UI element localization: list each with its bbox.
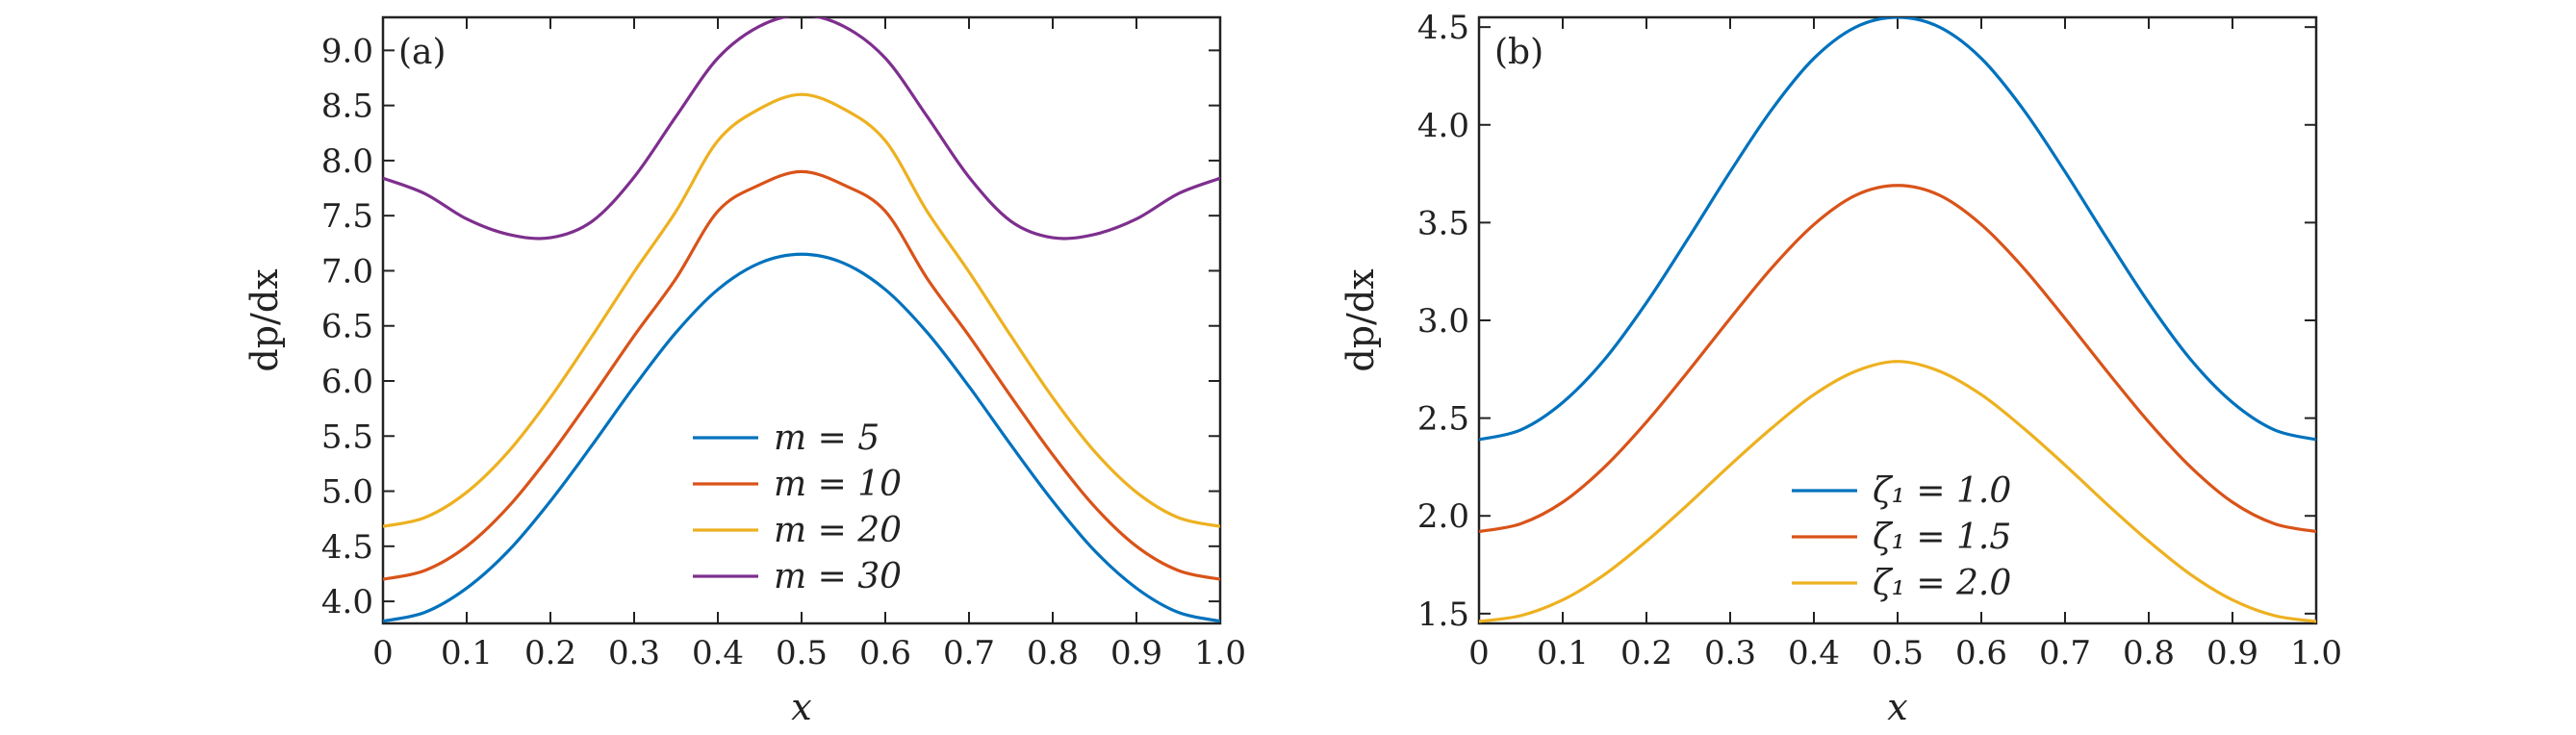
- y-tick-label: 6.0: [321, 363, 373, 401]
- panel-label: (b): [1494, 33, 1543, 72]
- x-tick-label: 0.4: [692, 634, 744, 672]
- x-tick-label: 1.0: [1194, 634, 1246, 672]
- x-tick-label: 0.7: [2039, 634, 2091, 672]
- legend-label-0: m = 5: [774, 418, 880, 458]
- y-tick-label: 2.5: [1417, 400, 1469, 439]
- x-tick-label: 0.1: [441, 634, 493, 672]
- x-tick-label: 0.2: [1620, 634, 1672, 672]
- x-tick-label: 0.2: [524, 634, 576, 672]
- series-line-1: [383, 169, 1220, 581]
- x-tick-label: 0.9: [1110, 634, 1162, 672]
- x-tick-label: 0.5: [1872, 634, 1924, 672]
- x-tick-label: 0.6: [1955, 634, 2007, 672]
- y-tick-label: 5.5: [321, 418, 373, 456]
- y-axis-title: dp/dx: [1339, 268, 1382, 371]
- y-tick-label: 4.0: [1417, 107, 1469, 145]
- legend-label-2: ζ₁ = 2.0: [1873, 564, 2011, 603]
- y-tick-label: 2.0: [1417, 497, 1469, 536]
- series-line-3: [383, 17, 1220, 241]
- series-line-2: [1479, 360, 2316, 623]
- x-tick-label: 0.3: [1704, 634, 1756, 672]
- x-tick-label: 0.7: [943, 634, 995, 672]
- legend-label-1: ζ₁ = 1.5: [1873, 518, 2011, 557]
- y-axis-title: dp/dx: [243, 268, 286, 371]
- legend-label-1: m = 10: [774, 465, 902, 504]
- y-tick-label: 8.5: [321, 88, 373, 126]
- x-tick-label: 0.4: [1788, 634, 1840, 672]
- x-tick-label: 0: [1468, 634, 1490, 672]
- panel-label: (a): [398, 33, 446, 72]
- x-tick-label: 0.5: [776, 634, 828, 672]
- y-tick-label: 4.5: [1417, 9, 1469, 47]
- y-tick-label: 5.0: [321, 473, 373, 512]
- y-tick-label: 4.0: [321, 583, 373, 621]
- y-tick-label: 6.5: [321, 308, 373, 346]
- legend: ζ₁ = 1.0 ζ₁ = 1.5 ζ₁ = 2.0: [1792, 471, 2011, 603]
- panel-b: 0 0.1 0.2 0.3 0.4 0.5 0.6 0.7 0.8 0.9 1.0 1.5 2.0 2.5…: [1339, 9, 2342, 728]
- y-tick-label: 3.0: [1417, 302, 1469, 341]
- series-line-1: [1479, 184, 2316, 534]
- y-tick-label: 7.5: [321, 197, 373, 236]
- x-tick-label: 0.8: [2123, 634, 2175, 672]
- x-axis-title: x: [1887, 686, 1907, 728]
- x-tick-label: 0: [372, 634, 394, 672]
- series-line-0: [383, 252, 1220, 623]
- y-tick-label: 7.0: [321, 252, 373, 291]
- y-tick-label: 9.0: [321, 32, 373, 70]
- legend: m = 5 m = 10 m = 20 m = 30: [693, 418, 902, 596]
- x-tick-label: 0.1: [1537, 634, 1589, 672]
- y-tick-label: 8.0: [321, 142, 373, 181]
- series-line-2: [383, 92, 1220, 528]
- y-tick-label: 1.5: [1417, 596, 1469, 634]
- x-tick-label: 0.6: [859, 634, 911, 672]
- legend-label-0: ζ₁ = 1.0: [1873, 471, 2011, 511]
- series-line-0: [1479, 17, 2316, 442]
- panel-a: 0 0.1 0.2 0.3 0.4 0.5 0.6 0.7 0.8 0.9 1.0 4.0 4.5 5.0…: [243, 15, 1246, 728]
- legend-label-3: m = 30: [774, 557, 902, 596]
- x-tick-label: 0.8: [1027, 634, 1079, 672]
- y-tick-label: 3.5: [1417, 204, 1469, 242]
- y-tick-label: 4.5: [321, 528, 373, 567]
- x-tick-label: 1.0: [2290, 634, 2342, 672]
- legend-label-2: m = 20: [774, 511, 902, 550]
- x-tick-label: 0.9: [2206, 634, 2258, 672]
- x-axis-title: x: [791, 686, 811, 728]
- x-tick-label: 0.3: [608, 634, 660, 672]
